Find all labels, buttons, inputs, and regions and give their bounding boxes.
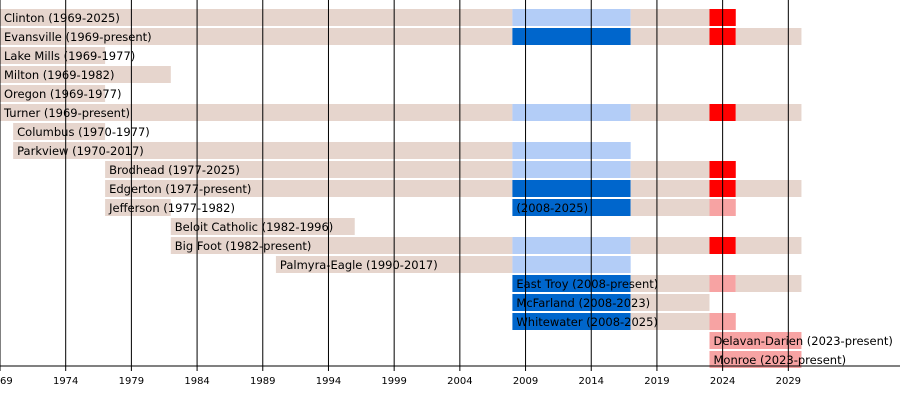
period-bar [630, 104, 710, 121]
period-bar [512, 9, 631, 26]
team-label: Lake Mills (1969-1977) [4, 49, 135, 63]
team-label: Delavan-Darien (2023-present) [713, 334, 892, 348]
period-bar [735, 275, 802, 292]
x-tick-label: 1989 [250, 376, 275, 387]
period-bar [170, 237, 513, 254]
team-label: Clinton (1969-2025) [4, 11, 120, 25]
period-bar [630, 9, 710, 26]
x-tick-label: 2029 [776, 376, 801, 387]
period-bar [630, 161, 710, 178]
period-bar [512, 256, 631, 273]
x-tick-label: 1999 [381, 376, 406, 387]
team-label: Jefferson (1977-1982) [108, 201, 235, 215]
team-label: Monroe (2023-present) [713, 353, 846, 367]
period-bar [512, 28, 631, 45]
period-bar [630, 313, 710, 330]
period-bar [13, 123, 106, 140]
period-bar [630, 237, 710, 254]
x-tick-label: 2019 [644, 376, 669, 387]
period-bar [0, 47, 106, 64]
labels: Clinton (1969-2025) Evansville (1969-pres… [3, 11, 893, 367]
period-bar [0, 85, 106, 102]
period-bar [512, 180, 631, 197]
team-label: Oregon (1969-1977) [4, 87, 122, 101]
period-bar [630, 199, 710, 216]
period-bar [105, 161, 513, 178]
team-label: Brodhead (1977-2025) [109, 163, 240, 177]
team-label: East Troy (2008-present) [516, 277, 658, 291]
team-label: Beloit Catholic (1982-1996) [175, 220, 334, 234]
period-bar [735, 104, 802, 121]
team-label: Edgerton (1977-present) [109, 182, 251, 196]
team-label: Palmyra-Eagle (1990-2017) [280, 258, 438, 272]
x-tick-label: 1979 [119, 376, 144, 387]
period-bar [0, 104, 513, 121]
x-tick-label: 2024 [710, 376, 735, 387]
period-bar [0, 66, 171, 83]
team-label: Milton (1969-1982) [4, 68, 114, 82]
team-label: Turner (1969-present) [3, 106, 130, 120]
grid [0, 0, 789, 371]
period-bar [0, 9, 513, 26]
x-tick-label: 2014 [579, 376, 604, 387]
period-bar [630, 180, 710, 197]
x-tick-label: 1994 [316, 376, 341, 387]
x-tick-label: 1969 [0, 376, 13, 387]
period-bar [630, 294, 710, 311]
team-label: Big Foot (1982-present) [175, 239, 312, 253]
period-bar [105, 199, 171, 216]
period-bar [735, 237, 802, 254]
period-bar [512, 237, 631, 254]
period-bar [512, 275, 631, 292]
period-bar [709, 332, 802, 349]
team-label: Columbus (1970-1977) [17, 125, 150, 139]
x-tick-label: 1984 [184, 376, 209, 387]
x-tick-label: 2009 [513, 376, 538, 387]
team-label: Whitewater (2008-2025) [516, 315, 658, 329]
period-bar [630, 275, 710, 292]
period-bar [512, 199, 631, 216]
team-label: Evansville (1969-present) [4, 30, 152, 44]
period-bar [512, 142, 631, 159]
x-tick-label: 2004 [447, 376, 472, 387]
x-tick-label: 1974 [53, 376, 78, 387]
period-bar [512, 294, 631, 311]
team-label: (2008-2025) [516, 201, 588, 215]
period-bar [512, 161, 631, 178]
period-bar [512, 104, 631, 121]
period-bar [735, 180, 802, 197]
period-bar [0, 28, 513, 45]
team-label: McFarland (2008-2023) [516, 296, 650, 310]
period-bar [512, 313, 631, 330]
period-bar [709, 351, 802, 368]
team-label: Parkview (1970-2017) [17, 144, 144, 158]
period-bar [735, 28, 802, 45]
period-bar [105, 180, 513, 197]
period-bar [630, 28, 710, 45]
